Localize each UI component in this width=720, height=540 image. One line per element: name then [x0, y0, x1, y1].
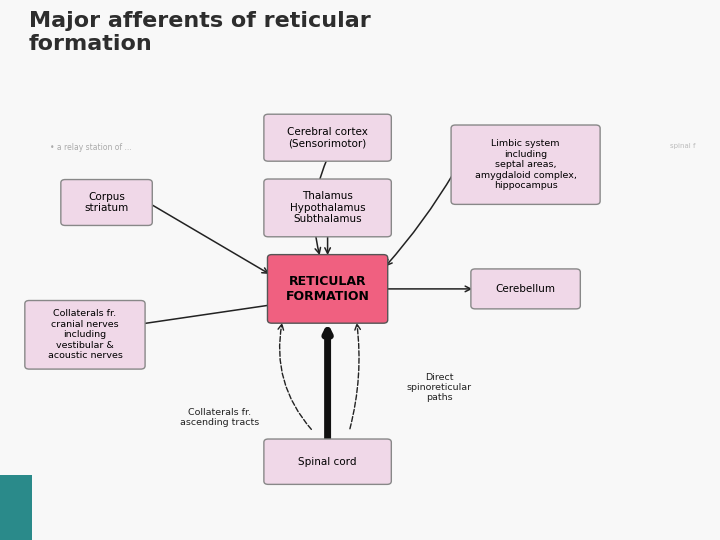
- Text: Collaterals fr.
cranial nerves
including
vestibular &
acoustic nerves: Collaterals fr. cranial nerves including…: [48, 309, 122, 360]
- FancyBboxPatch shape: [24, 300, 145, 369]
- FancyBboxPatch shape: [264, 179, 392, 237]
- Text: • a relay station of ...: • a relay station of ...: [50, 143, 132, 152]
- FancyBboxPatch shape: [268, 255, 387, 323]
- FancyBboxPatch shape: [264, 439, 392, 484]
- FancyBboxPatch shape: [264, 114, 392, 161]
- Text: Collaterals fr.
ascending tracts: Collaterals fr. ascending tracts: [180, 408, 259, 427]
- Text: spinal f: spinal f: [670, 143, 695, 149]
- FancyBboxPatch shape: [60, 179, 153, 226]
- FancyBboxPatch shape: [0, 475, 32, 540]
- Text: Major afferents of reticular
formation: Major afferents of reticular formation: [29, 11, 371, 54]
- Text: Thalamus
Hypothalamus
Subthalamus: Thalamus Hypothalamus Subthalamus: [289, 191, 366, 225]
- Text: Cerebellum: Cerebellum: [495, 284, 556, 294]
- Text: Corpus
striatum: Corpus striatum: [84, 192, 129, 213]
- Text: Direct
spinoreticular
paths: Direct spinoreticular paths: [407, 373, 472, 402]
- Text: Cerebral cortex
(Sensorimotor): Cerebral cortex (Sensorimotor): [287, 127, 368, 148]
- Text: RETICULAR
FORMATION: RETICULAR FORMATION: [286, 275, 369, 303]
- FancyBboxPatch shape: [471, 269, 580, 309]
- Text: Limbic system
including
septal areas,
amygdaloid complex,
hippocampus: Limbic system including septal areas, am…: [474, 139, 577, 190]
- Text: Spinal cord: Spinal cord: [298, 457, 357, 467]
- FancyBboxPatch shape: [451, 125, 600, 205]
